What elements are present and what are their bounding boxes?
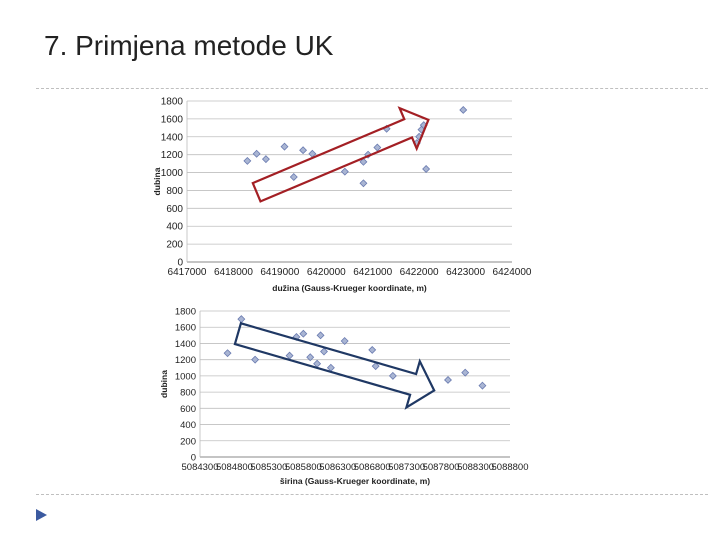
slide-title: 7. Primjena metode UK <box>44 30 334 61</box>
title-divider <box>36 88 708 89</box>
x-tick-label: 6418000 <box>214 267 253 278</box>
x-axis-label: dužina (Gauss-Krueger koordinate, m) <box>272 283 427 293</box>
y-tick-label: 1000 <box>161 168 184 179</box>
x-tick-label: 6423000 <box>446 267 485 278</box>
x-tick-label: 6417000 <box>168 267 207 278</box>
data-point <box>261 155 270 164</box>
axes-group <box>186 101 512 263</box>
trend-arrow-annotation <box>251 106 430 203</box>
y-tick-label: 1600 <box>161 114 184 125</box>
next-slide-icon[interactable] <box>34 508 48 522</box>
footer-divider <box>36 494 708 495</box>
y-tick-label: 600 <box>166 204 183 215</box>
y-tick-label: 1200 <box>161 150 184 161</box>
data-point <box>359 179 368 188</box>
x-tick-label: 6424000 <box>493 267 532 278</box>
y-tick-label: 1400 <box>161 132 184 143</box>
y-tick-label: 1800 <box>161 97 184 108</box>
data-point <box>373 143 382 152</box>
y-tick-label: 0 <box>177 258 183 269</box>
x-tick-label: 6422000 <box>400 267 439 278</box>
y-tick-label: 200 <box>166 240 183 251</box>
data-point <box>289 173 298 181</box>
data-point <box>459 105 468 114</box>
y-tick-label: 800 <box>166 186 183 197</box>
x-tick-label: 6420000 <box>307 267 346 278</box>
data-point <box>422 165 431 173</box>
x-tick-label: 6421000 <box>353 267 392 278</box>
data-point <box>299 146 308 155</box>
data-point <box>280 142 289 151</box>
data-point <box>252 149 261 158</box>
y-tick-label: 400 <box>166 222 183 233</box>
data-point <box>243 156 252 165</box>
data-point <box>359 157 368 166</box>
xtick-labels: 6417000 6418000 6419000 6420000 6421000 64220… <box>168 267 532 278</box>
x-tick-label: 6419000 <box>260 267 299 278</box>
ytick-labels: 0 200 400 600 800 1000 1200 1400 1600 1800 <box>161 97 184 269</box>
y-axis-label: dubina <box>152 167 162 195</box>
data-point <box>340 167 349 176</box>
grid-group <box>187 100 512 263</box>
trend-arrow <box>251 106 430 203</box>
